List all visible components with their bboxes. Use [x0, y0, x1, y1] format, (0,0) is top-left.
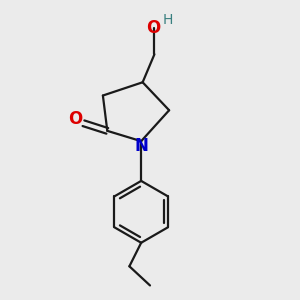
Text: O: O — [146, 19, 160, 37]
Text: N: N — [134, 137, 148, 155]
Text: O: O — [68, 110, 82, 128]
Text: H: H — [163, 14, 173, 27]
